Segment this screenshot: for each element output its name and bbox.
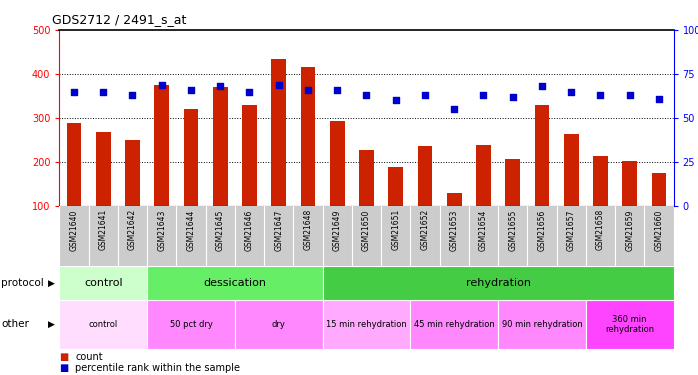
- Point: [98, 89, 109, 95]
- Text: GSM21649: GSM21649: [333, 209, 342, 251]
- Bar: [322, 266, 674, 300]
- Bar: [154, 85, 169, 206]
- Bar: [125, 140, 140, 206]
- Bar: [242, 105, 257, 206]
- Point: [449, 106, 460, 112]
- Point: [624, 92, 635, 98]
- Text: 90 min rehydration: 90 min rehydration: [502, 320, 582, 329]
- Point: [595, 92, 606, 98]
- Point: [214, 83, 225, 89]
- Text: control: control: [84, 278, 123, 288]
- Text: GSM21650: GSM21650: [362, 209, 371, 251]
- Text: GSM21655: GSM21655: [508, 209, 517, 251]
- Bar: [505, 159, 520, 206]
- Text: rehydration: rehydration: [466, 278, 530, 288]
- Bar: [447, 193, 461, 206]
- Text: 45 min rehydration: 45 min rehydration: [414, 320, 495, 329]
- Text: GSM21645: GSM21645: [216, 209, 225, 251]
- Bar: [235, 300, 322, 349]
- Text: GSM21659: GSM21659: [625, 209, 634, 251]
- Text: GSM21643: GSM21643: [157, 209, 166, 251]
- Point: [244, 89, 255, 95]
- Text: ■: ■: [59, 352, 68, 362]
- Point: [565, 89, 577, 95]
- Text: GSM21641: GSM21641: [98, 209, 107, 251]
- Point: [186, 87, 197, 93]
- Text: GDS2712 / 2491_s_at: GDS2712 / 2491_s_at: [52, 13, 187, 26]
- Point: [419, 92, 431, 98]
- Point: [536, 83, 547, 89]
- Point: [361, 92, 372, 98]
- Bar: [96, 132, 110, 206]
- Bar: [147, 300, 235, 349]
- Bar: [359, 150, 373, 206]
- Bar: [417, 146, 432, 206]
- Bar: [498, 300, 586, 349]
- Point: [273, 82, 284, 88]
- Text: protocol: protocol: [1, 278, 44, 288]
- Text: count: count: [75, 352, 103, 362]
- Bar: [476, 146, 491, 206]
- Text: other: other: [1, 320, 29, 329]
- Point: [332, 87, 343, 93]
- Point: [653, 96, 664, 102]
- Bar: [593, 156, 608, 206]
- Point: [507, 94, 519, 100]
- Text: GSM21647: GSM21647: [274, 209, 283, 251]
- Text: GSM21642: GSM21642: [128, 209, 137, 251]
- Bar: [272, 58, 286, 206]
- Point: [302, 87, 313, 93]
- Text: GSM21660: GSM21660: [655, 209, 663, 251]
- Text: 360 min
rehydration: 360 min rehydration: [605, 315, 654, 334]
- Text: GSM21644: GSM21644: [186, 209, 195, 251]
- Text: GSM21648: GSM21648: [304, 209, 313, 251]
- Text: ▶: ▶: [47, 320, 54, 329]
- Point: [127, 92, 138, 98]
- Bar: [322, 300, 410, 349]
- Bar: [564, 134, 579, 206]
- Bar: [59, 300, 147, 349]
- Bar: [213, 87, 228, 206]
- Text: dry: dry: [272, 320, 285, 329]
- Text: dessication: dessication: [203, 278, 267, 288]
- Text: GSM21656: GSM21656: [537, 209, 547, 251]
- Bar: [652, 173, 667, 206]
- Bar: [586, 300, 674, 349]
- Bar: [184, 110, 198, 206]
- Bar: [147, 266, 322, 300]
- Bar: [330, 121, 345, 206]
- Point: [478, 92, 489, 98]
- Point: [156, 82, 168, 88]
- Bar: [66, 123, 81, 206]
- Bar: [301, 68, 315, 206]
- Text: percentile rank within the sample: percentile rank within the sample: [75, 363, 240, 374]
- Bar: [410, 300, 498, 349]
- Bar: [623, 161, 637, 206]
- Text: 15 min rehydration: 15 min rehydration: [326, 320, 407, 329]
- Bar: [388, 166, 403, 206]
- Text: GSM21657: GSM21657: [567, 209, 576, 251]
- Text: GSM21651: GSM21651: [391, 209, 400, 251]
- Point: [390, 98, 401, 104]
- Text: ■: ■: [59, 363, 68, 374]
- Text: GSM21658: GSM21658: [596, 209, 605, 251]
- Text: GSM21653: GSM21653: [450, 209, 459, 251]
- Text: 50 pct dry: 50 pct dry: [170, 320, 212, 329]
- Text: GSM21640: GSM21640: [70, 209, 78, 251]
- Text: GSM21652: GSM21652: [420, 209, 429, 251]
- Text: GSM21646: GSM21646: [245, 209, 254, 251]
- Text: control: control: [89, 320, 118, 329]
- Bar: [59, 266, 147, 300]
- Point: [68, 89, 80, 95]
- Bar: [535, 105, 549, 206]
- Text: ▶: ▶: [47, 279, 54, 288]
- Text: GSM21654: GSM21654: [479, 209, 488, 251]
